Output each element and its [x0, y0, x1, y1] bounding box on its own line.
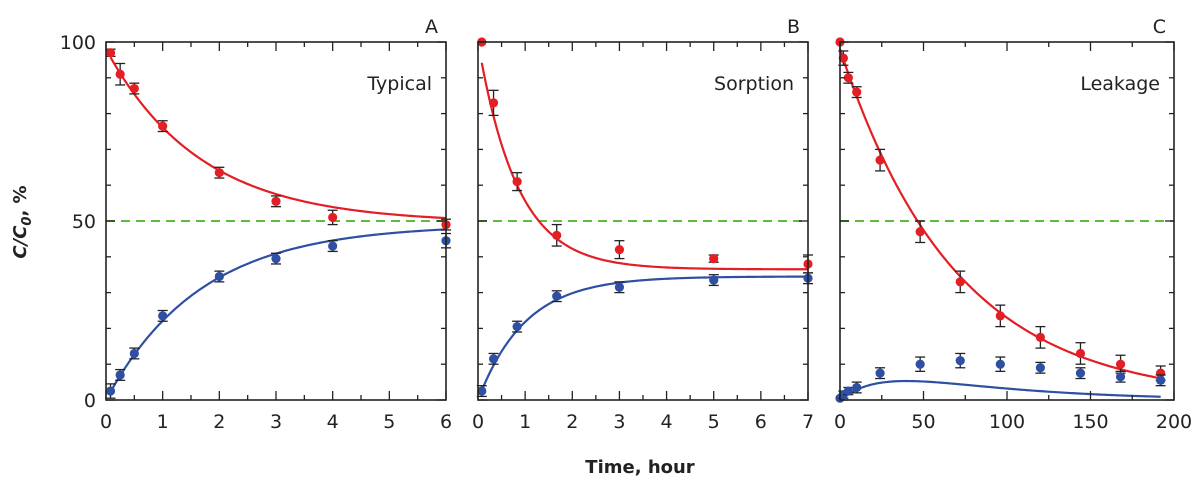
panel-c: 0 50 100 150 200 C Leakage [834, 16, 1192, 433]
data-point-red [512, 177, 522, 187]
x-tick-label: 0 [100, 411, 112, 433]
data-point-blue [915, 359, 925, 369]
panel-letter: A [425, 16, 438, 38]
fit-curve-blue [839, 379, 1161, 401]
data-point-red [1075, 348, 1086, 359]
fit-curve-blue [480, 275, 809, 391]
data-point-red [552, 230, 562, 240]
panel-title: Leakage [1080, 73, 1160, 95]
x-tick-label: 1 [157, 411, 169, 433]
data-point-red [488, 98, 499, 108]
data-point-red [852, 87, 862, 97]
panel-a: 0 1 2 3 4 5 6 0 50 100 A Typical [60, 16, 452, 433]
data-point-blue [115, 370, 125, 380]
data-point-blue [552, 291, 562, 301]
x-tick-label: 50 [911, 411, 935, 433]
data-point-blue [614, 282, 625, 292]
x-tick-label: 100 [989, 411, 1025, 433]
x-tick-label: 3 [270, 411, 282, 433]
data-point-red [328, 212, 338, 223]
data-point-blue [1115, 372, 1126, 382]
x-tick-label: 3 [613, 411, 625, 433]
data-point-red [214, 168, 224, 178]
y-tick-label: 100 [60, 32, 96, 54]
data-point-red [271, 196, 281, 206]
x-tick-label: 1 [519, 411, 531, 433]
data-point-blue [129, 348, 139, 359]
x-tick-label: 0 [834, 411, 846, 433]
data-point-blue [214, 271, 224, 282]
data-point-red [614, 245, 625, 255]
data-point-red [709, 253, 719, 264]
data-point-red [875, 155, 885, 165]
x-axis-title: Time, hour [585, 457, 695, 478]
y-axis-title-subscript: 0 [20, 217, 35, 226]
x-tick-label: 200 [1156, 411, 1192, 433]
data-point-blue [1156, 375, 1166, 385]
x-tick-label: 0 [472, 411, 484, 433]
data-point-blue [477, 386, 487, 396]
data-point-blue [709, 275, 719, 285]
data-point-red [843, 73, 853, 83]
panel-b: 0 1 2 3 4 5 6 7 B Sorption [472, 16, 814, 433]
data-point-blue [1075, 368, 1086, 378]
data-point-red [915, 227, 925, 237]
data-point-blue [105, 386, 116, 396]
data-point-blue [843, 386, 853, 396]
panel-title: Sorption [714, 73, 794, 95]
data-point-red [838, 53, 848, 63]
panel-title: Typical [366, 73, 432, 95]
data-point-blue [875, 368, 885, 378]
data-point-red [105, 48, 116, 58]
y-axis-title-main: C/C [10, 225, 31, 259]
data-point-red [158, 121, 168, 131]
data-point-red [995, 311, 1005, 321]
x-tick-label: 6 [440, 411, 452, 433]
y-axis-title-suffix: , % [10, 185, 31, 216]
fit-curve-red [480, 62, 808, 271]
data-point-blue [158, 311, 168, 321]
x-tick-label: 5 [708, 411, 720, 433]
panel-letter: C [1153, 16, 1166, 38]
y-tick-label: 0 [84, 390, 96, 412]
data-point-red [1035, 332, 1045, 342]
x-tick-label: 2 [566, 411, 578, 433]
x-tick-label: 4 [327, 411, 339, 433]
x-tick-label: 4 [661, 411, 673, 433]
data-point-red [955, 277, 965, 287]
data-point-blue [955, 356, 965, 366]
data-point-blue [328, 241, 338, 251]
y-tick-label: 50 [72, 211, 96, 233]
data-point-blue [995, 359, 1005, 369]
panel-letter: B [787, 16, 800, 38]
data-point-blue [488, 354, 499, 364]
x-tick-label: 5 [383, 411, 395, 433]
x-tick-label: 2 [213, 411, 225, 433]
data-point-blue [1035, 363, 1045, 373]
y-axis-title: C/C0, % [10, 185, 35, 258]
x-tick-label: 150 [1072, 411, 1108, 433]
data-point-red [129, 83, 139, 94]
data-point-red [115, 69, 125, 79]
data-point-blue [512, 322, 522, 332]
data-point-blue [271, 253, 281, 264]
data-point-red [1115, 359, 1126, 369]
x-tick-label: 7 [802, 411, 814, 433]
fit-curve-red [838, 48, 1161, 380]
data-point-blue [852, 382, 862, 393]
x-tick-label: 6 [755, 411, 767, 433]
